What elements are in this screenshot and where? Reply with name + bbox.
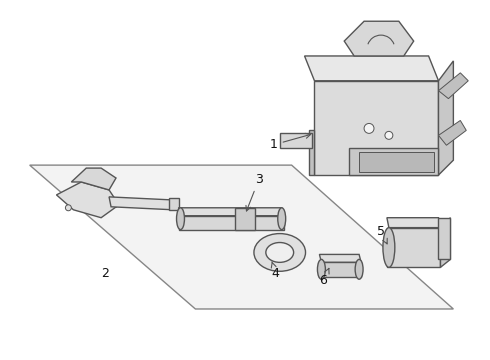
Polygon shape	[359, 152, 434, 172]
Polygon shape	[319, 262, 361, 277]
Circle shape	[364, 123, 374, 133]
Ellipse shape	[176, 208, 184, 230]
Ellipse shape	[318, 260, 325, 279]
Polygon shape	[109, 197, 172, 210]
Polygon shape	[439, 73, 468, 99]
Text: 2: 2	[101, 267, 109, 280]
Polygon shape	[387, 218, 441, 228]
Circle shape	[65, 205, 72, 211]
Ellipse shape	[278, 208, 286, 230]
Polygon shape	[319, 255, 361, 262]
Polygon shape	[344, 21, 414, 56]
Polygon shape	[56, 182, 119, 218]
Polygon shape	[280, 133, 313, 148]
Ellipse shape	[266, 243, 294, 262]
Text: 5: 5	[377, 225, 387, 244]
Ellipse shape	[355, 260, 363, 279]
Ellipse shape	[383, 228, 395, 267]
Polygon shape	[439, 121, 466, 145]
Ellipse shape	[254, 234, 306, 271]
Text: 1: 1	[270, 134, 311, 151]
Polygon shape	[315, 81, 439, 175]
Polygon shape	[235, 208, 255, 230]
Polygon shape	[439, 218, 450, 260]
Polygon shape	[178, 216, 284, 230]
Polygon shape	[72, 168, 116, 190]
Polygon shape	[441, 218, 450, 267]
Polygon shape	[178, 208, 284, 216]
Text: 4: 4	[271, 262, 280, 280]
Text: 3: 3	[246, 173, 263, 211]
Polygon shape	[387, 228, 441, 267]
Text: 6: 6	[319, 268, 329, 287]
Circle shape	[385, 131, 393, 139]
Polygon shape	[30, 165, 453, 309]
Polygon shape	[439, 61, 453, 175]
Polygon shape	[310, 130, 315, 175]
Polygon shape	[305, 56, 439, 81]
Polygon shape	[169, 198, 178, 210]
Polygon shape	[349, 148, 439, 175]
